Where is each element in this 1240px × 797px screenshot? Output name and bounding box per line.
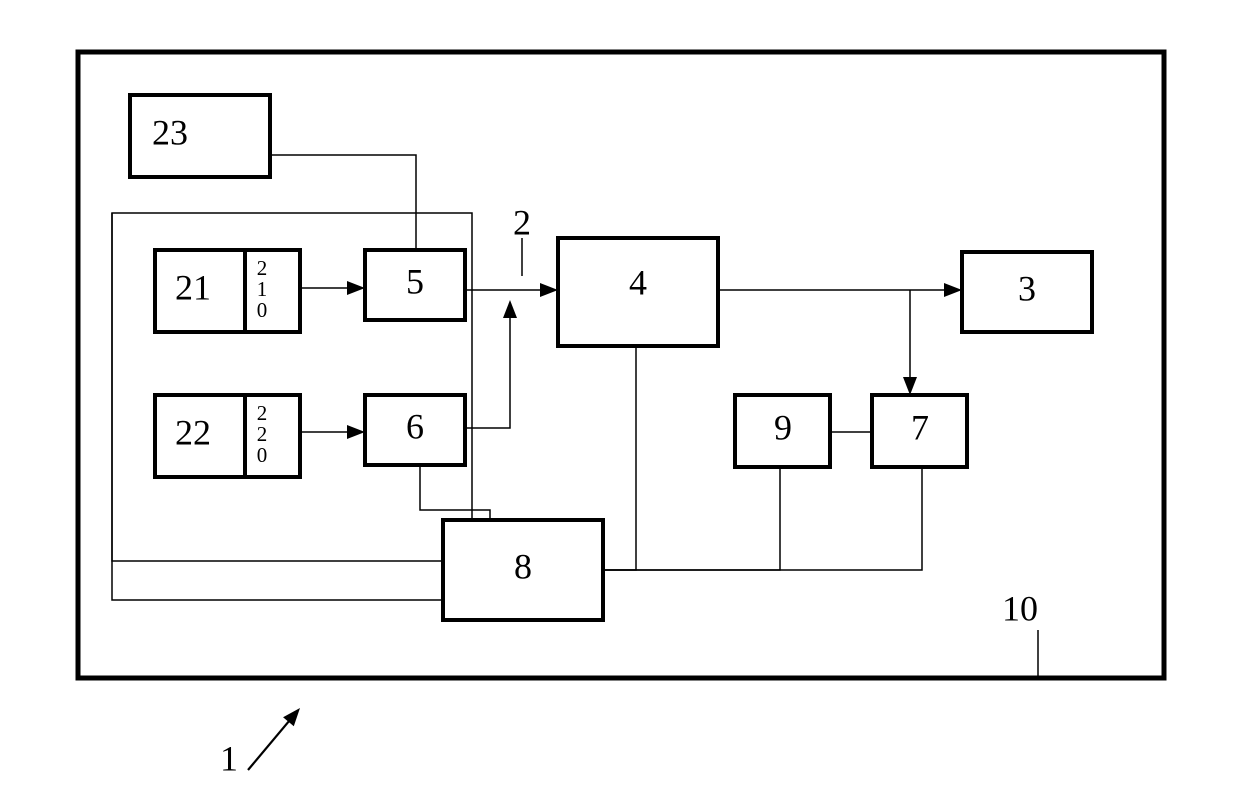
callout-label-lbl-1: 1 — [220, 738, 238, 778]
node-label: 0 — [257, 443, 268, 467]
node-label: 9 — [774, 407, 792, 447]
node-label: 3 — [1018, 268, 1036, 308]
node-label: 0 — [257, 298, 268, 322]
node-n23: 23 — [130, 95, 270, 177]
node-n21: 21210 — [155, 250, 300, 332]
node-n22: 22220 — [155, 395, 300, 477]
node-n9: 9 — [735, 395, 830, 467]
node-n7: 7 — [872, 395, 967, 467]
callout-label-lbl-10: 10 — [1002, 588, 1038, 628]
callout-label-lbl-2: 2 — [513, 202, 531, 242]
node-label: 21 — [175, 267, 211, 307]
node-n5: 5 — [365, 250, 465, 320]
node-label: 6 — [406, 406, 424, 446]
block-diagram: 23212102222056439782101 — [0, 0, 1240, 797]
node-box — [130, 95, 270, 177]
node-label: 23 — [152, 112, 188, 152]
node-label: 4 — [629, 262, 647, 302]
node-n3: 3 — [962, 252, 1092, 332]
node-n8: 8 — [443, 520, 603, 620]
node-label: 8 — [514, 546, 532, 586]
node-label: 5 — [406, 261, 424, 301]
node-n6: 6 — [365, 395, 465, 465]
node-label: 7 — [911, 407, 929, 447]
node-n4: 4 — [558, 238, 718, 346]
node-label: 22 — [175, 412, 211, 452]
